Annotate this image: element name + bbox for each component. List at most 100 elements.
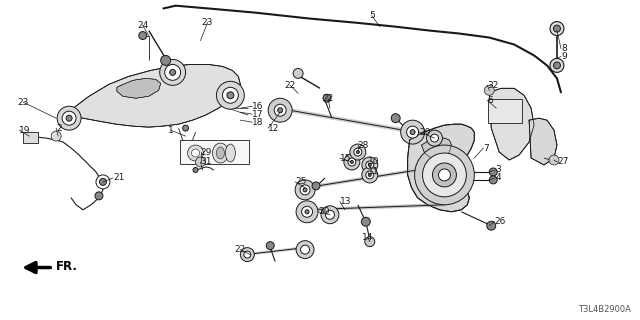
- Circle shape: [366, 171, 374, 179]
- Circle shape: [350, 161, 353, 164]
- Text: 25: 25: [295, 177, 307, 187]
- Circle shape: [321, 206, 339, 224]
- FancyBboxPatch shape: [23, 132, 38, 143]
- Text: 27: 27: [557, 157, 568, 166]
- Circle shape: [391, 114, 400, 123]
- Text: 2: 2: [56, 124, 62, 132]
- Circle shape: [489, 168, 497, 176]
- Circle shape: [550, 59, 564, 72]
- Text: 13: 13: [340, 197, 351, 206]
- FancyBboxPatch shape: [180, 140, 250, 164]
- Circle shape: [365, 237, 375, 247]
- Circle shape: [170, 69, 175, 76]
- Circle shape: [368, 164, 371, 166]
- Circle shape: [227, 92, 234, 99]
- Circle shape: [241, 248, 254, 261]
- Ellipse shape: [212, 143, 228, 163]
- Circle shape: [312, 182, 320, 190]
- Ellipse shape: [216, 147, 225, 159]
- FancyBboxPatch shape: [488, 99, 522, 123]
- Circle shape: [366, 161, 374, 169]
- Circle shape: [426, 130, 442, 146]
- Circle shape: [296, 241, 314, 259]
- Circle shape: [182, 125, 189, 131]
- Text: 18: 18: [252, 118, 264, 127]
- Circle shape: [66, 115, 72, 121]
- Circle shape: [51, 131, 61, 141]
- Circle shape: [350, 144, 366, 160]
- Text: 1: 1: [168, 126, 173, 135]
- Ellipse shape: [225, 144, 236, 162]
- Circle shape: [484, 85, 494, 95]
- Circle shape: [554, 62, 561, 69]
- Circle shape: [368, 173, 371, 176]
- Circle shape: [415, 145, 474, 205]
- Circle shape: [96, 175, 110, 189]
- Circle shape: [422, 153, 467, 197]
- Text: 5: 5: [369, 11, 374, 20]
- Polygon shape: [489, 88, 534, 160]
- Circle shape: [268, 98, 292, 122]
- Circle shape: [554, 25, 561, 32]
- Circle shape: [344, 154, 360, 170]
- Text: 17: 17: [252, 110, 264, 119]
- Text: 23: 23: [18, 98, 29, 107]
- Circle shape: [301, 206, 312, 217]
- Text: 31: 31: [200, 157, 212, 166]
- Circle shape: [401, 120, 424, 144]
- Text: 21: 21: [113, 173, 124, 182]
- Circle shape: [196, 157, 205, 167]
- Text: 22: 22: [285, 81, 296, 90]
- Circle shape: [300, 185, 310, 195]
- Text: 22: 22: [235, 245, 246, 254]
- Circle shape: [274, 104, 286, 116]
- Circle shape: [164, 64, 180, 80]
- Circle shape: [57, 106, 81, 130]
- Text: 10: 10: [368, 157, 380, 166]
- Text: 14: 14: [362, 233, 374, 242]
- Circle shape: [295, 180, 315, 200]
- Text: 22: 22: [323, 94, 333, 103]
- Circle shape: [431, 134, 438, 142]
- Circle shape: [487, 221, 496, 230]
- Polygon shape: [422, 138, 451, 158]
- Circle shape: [550, 22, 564, 36]
- Circle shape: [406, 126, 419, 138]
- Circle shape: [305, 210, 309, 214]
- Circle shape: [410, 130, 415, 135]
- Circle shape: [549, 155, 559, 165]
- Text: 12: 12: [268, 124, 280, 132]
- Circle shape: [362, 217, 371, 226]
- Circle shape: [278, 108, 283, 113]
- Text: 20: 20: [420, 128, 431, 137]
- Text: 9: 9: [561, 52, 566, 61]
- Circle shape: [489, 176, 497, 184]
- Text: 19: 19: [19, 126, 31, 135]
- Text: 26: 26: [494, 217, 506, 226]
- Circle shape: [303, 188, 307, 192]
- Text: 6: 6: [487, 96, 493, 105]
- Circle shape: [216, 81, 244, 109]
- Circle shape: [160, 60, 186, 85]
- Text: 29: 29: [200, 148, 212, 156]
- Circle shape: [99, 179, 106, 185]
- Circle shape: [362, 167, 378, 183]
- Circle shape: [62, 111, 76, 125]
- Text: 30: 30: [318, 207, 330, 216]
- Circle shape: [95, 192, 103, 200]
- Circle shape: [188, 145, 204, 161]
- Text: 15: 15: [340, 154, 351, 163]
- Text: 23: 23: [202, 18, 213, 27]
- Circle shape: [266, 242, 274, 250]
- Text: 28: 28: [358, 140, 369, 149]
- Text: 32: 32: [487, 81, 499, 90]
- Circle shape: [161, 55, 171, 65]
- Polygon shape: [529, 118, 557, 165]
- Text: FR.: FR.: [56, 260, 78, 273]
- Circle shape: [326, 210, 335, 219]
- Circle shape: [244, 251, 251, 258]
- Text: 8: 8: [561, 44, 566, 53]
- Text: 11: 11: [368, 167, 380, 176]
- Circle shape: [293, 68, 303, 78]
- Polygon shape: [63, 64, 241, 127]
